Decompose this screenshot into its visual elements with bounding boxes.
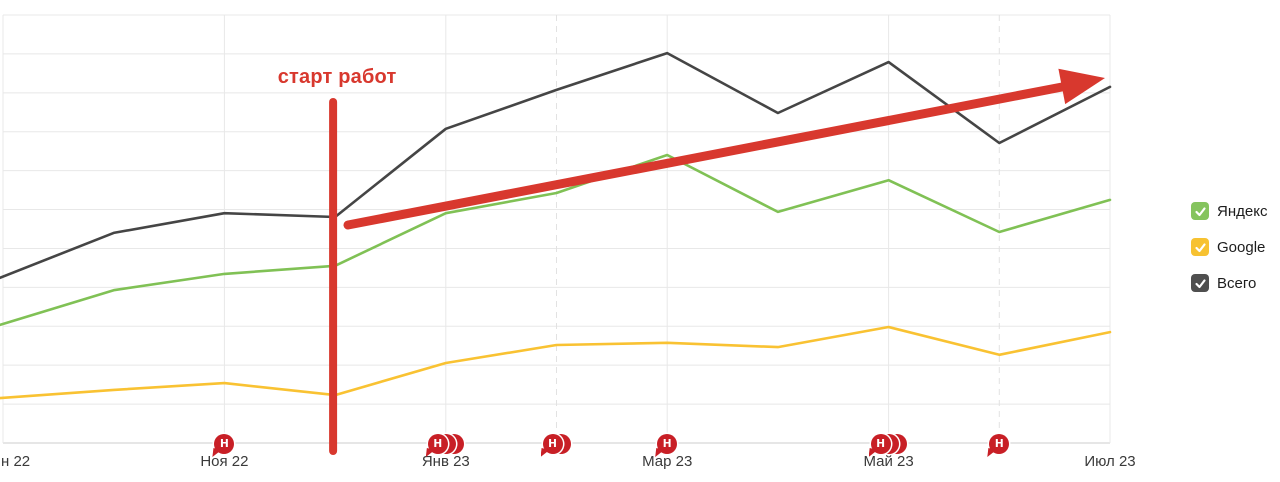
legend-label-google: Google (1217, 238, 1266, 256)
marker-letter: Н (219, 438, 229, 450)
marker-letter: Н (433, 438, 443, 450)
legend-item-yandex[interactable]: Яндекс (1191, 202, 1267, 220)
legend: Яндекс Google Всего (1191, 202, 1267, 310)
x-axis-tick-label: Ноя 22 (200, 453, 249, 470)
checkmark-icon (1194, 242, 1206, 252)
x-axis-tick-label: Май 23 (863, 453, 914, 470)
x-axis-tick-label: Мар 23 (642, 453, 693, 470)
trend-arrow-head-icon (1058, 68, 1105, 105)
marker-letter: Н (548, 438, 557, 450)
series-line-google (0, 325, 1112, 400)
x-axis-tick-label: Янв 23 (421, 453, 470, 470)
marker-bubble-icon[interactable]: Н (655, 434, 678, 457)
marker-tail (655, 448, 665, 457)
x-axis-tick-label: Июл 23 (1084, 453, 1136, 470)
marker-bubble-icon[interactable]: Н (425, 434, 448, 457)
checkmark-icon (1194, 278, 1206, 288)
review-marker-cluster[interactable]: Н (212, 434, 235, 460)
legend-item-google[interactable]: Google (1191, 238, 1267, 256)
x-axis-tick-label: н 22 (1, 453, 31, 470)
checkbox-checked-icon[interactable] (1191, 202, 1209, 220)
series-line-yandex (0, 153, 1112, 327)
review-marker-cluster[interactable]: Н (425, 434, 464, 460)
trend-arrow-shaft (343, 82, 1067, 230)
marker-tail (540, 448, 550, 457)
start-works-annotation-label: старт работ (277, 66, 397, 88)
review-marker-cluster[interactable]: Н (655, 434, 678, 460)
marker-letter: Н (876, 438, 885, 450)
checkbox-checked-icon[interactable] (1191, 274, 1209, 292)
marker-letter: Н (662, 438, 672, 450)
legend-item-total[interactable]: Всего (1191, 274, 1267, 292)
series-line-total (0, 51, 1112, 280)
review-marker-cluster[interactable]: Н (540, 434, 571, 460)
marker-tail (425, 448, 435, 457)
checkmark-icon (1194, 206, 1206, 216)
marker-bubble-icon[interactable]: Н (868, 434, 891, 457)
legend-label-yandex: Яндекс (1217, 202, 1268, 220)
marker-bubble-icon[interactable]: Н (540, 434, 563, 457)
marker-bubble-icon[interactable]: Н (212, 434, 235, 457)
marker-letter: Н (994, 438, 1004, 450)
checkbox-checked-icon[interactable] (1191, 238, 1209, 256)
legend-label-total: Всего (1217, 274, 1257, 292)
marker-tail (868, 448, 878, 457)
review-marker-cluster[interactable]: Н (987, 434, 1010, 460)
marker-bubble-icon[interactable]: Н (987, 434, 1010, 457)
marker-tail (212, 448, 222, 457)
marker-tail (987, 448, 997, 457)
review-marker-cluster[interactable]: Н (868, 434, 907, 460)
